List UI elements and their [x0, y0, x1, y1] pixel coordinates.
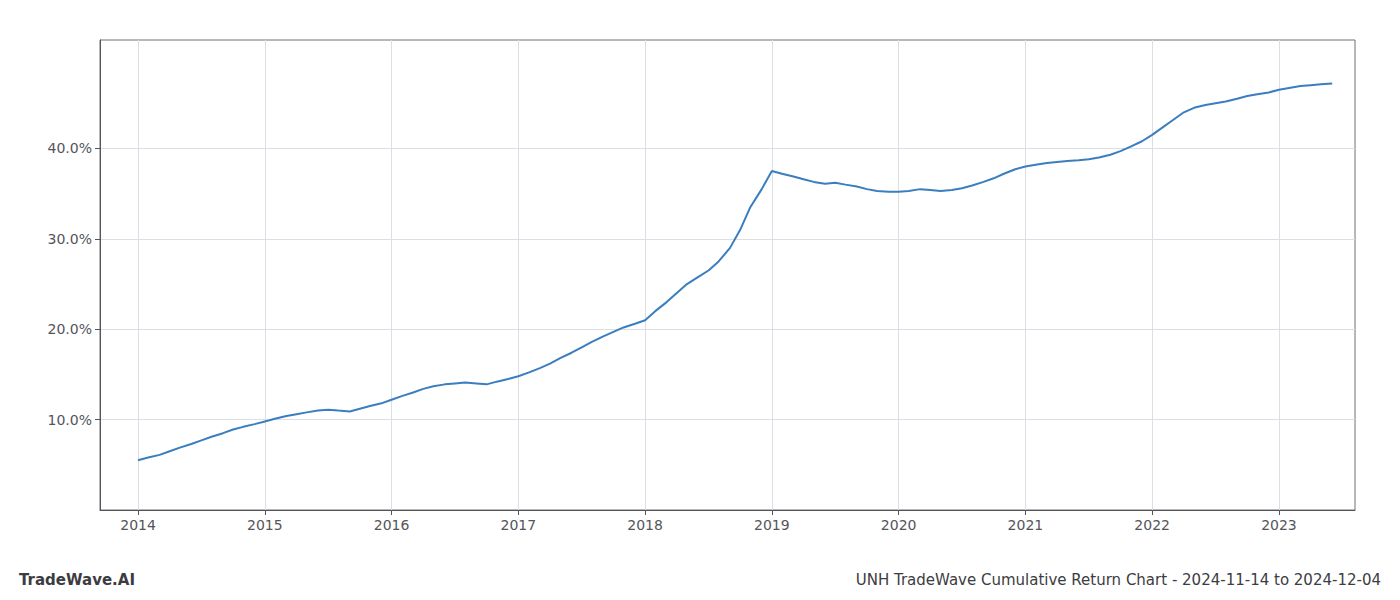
- svg-text:2019: 2019: [754, 517, 790, 533]
- svg-text:20.0%: 20.0%: [48, 321, 92, 337]
- svg-text:2015: 2015: [247, 517, 283, 533]
- svg-text:30.0%: 30.0%: [48, 231, 92, 247]
- svg-text:2017: 2017: [501, 517, 537, 533]
- svg-text:2014: 2014: [120, 517, 156, 533]
- svg-text:2020: 2020: [881, 517, 917, 533]
- svg-text:10.0%: 10.0%: [48, 412, 92, 428]
- svg-text:2016: 2016: [374, 517, 410, 533]
- svg-text:TradeWave.AI: TradeWave.AI: [19, 571, 135, 589]
- svg-text:UNH TradeWave Cumulative Retur: UNH TradeWave Cumulative Return Chart - …: [856, 571, 1381, 589]
- svg-text:2018: 2018: [627, 517, 663, 533]
- svg-text:40.0%: 40.0%: [48, 140, 92, 156]
- svg-text:2023: 2023: [1261, 517, 1297, 533]
- svg-text:2022: 2022: [1134, 517, 1170, 533]
- svg-text:2021: 2021: [1008, 517, 1044, 533]
